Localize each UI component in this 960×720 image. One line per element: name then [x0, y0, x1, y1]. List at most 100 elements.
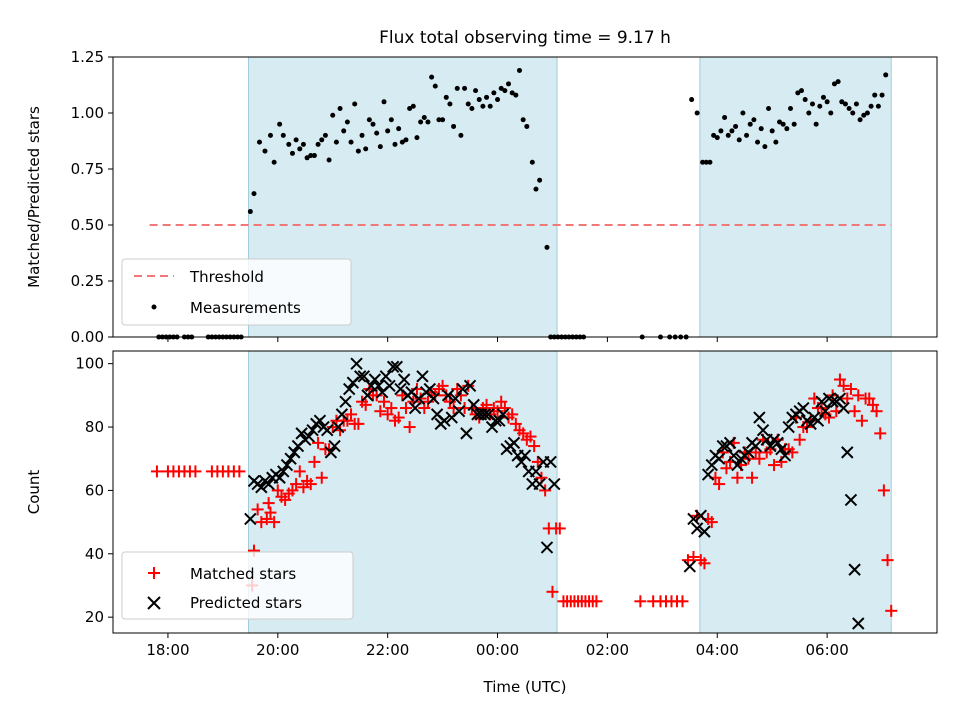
measurement-point [846, 106, 852, 112]
legend-threshold-label: Threshold [189, 268, 264, 286]
measurement-point [267, 132, 273, 138]
predicted-star-point [815, 395, 828, 408]
predicted-star-point [386, 360, 400, 374]
predicted-star-point [844, 493, 858, 507]
predicted-star-point [339, 395, 352, 408]
predicted-star-point [548, 477, 561, 491]
predicted-star-point [438, 414, 451, 427]
predicted-star-point [712, 452, 726, 465]
predicted-star-point [353, 370, 367, 383]
measurement-point [806, 110, 812, 116]
measurement-point [766, 106, 772, 112]
predicted-star-point [529, 465, 543, 478]
matched-star-point [528, 440, 541, 453]
measurement-point [451, 123, 457, 129]
predicted-star-point [324, 446, 338, 459]
measurement-point [875, 103, 881, 109]
legend-top: Threshold Measurements [121, 258, 352, 326]
measurement-point [722, 114, 728, 120]
y-tick-label: 1.25 [71, 48, 104, 66]
predicted-star-point [262, 477, 275, 491]
matched-star-point [866, 398, 879, 411]
measurement-point [707, 159, 713, 165]
measurement-point [835, 79, 841, 85]
y-tick-label: 60 [85, 481, 104, 499]
measurement-point [286, 141, 292, 147]
matched-star-point [634, 595, 647, 608]
predicted-star-point [515, 455, 528, 469]
matched-star-point [687, 550, 700, 563]
predicted-star-point [756, 424, 770, 437]
measurement-point [359, 132, 365, 138]
matched-star-point [746, 471, 759, 484]
predicted-star-point [540, 541, 554, 554]
measurement-point [465, 101, 471, 107]
legend-measurements-label: Measurements [190, 299, 301, 317]
predicted-star-point [518, 449, 532, 462]
matched-star-point [378, 395, 391, 408]
measurement-point [476, 97, 482, 103]
measurement-point [751, 117, 757, 123]
count-panel: 20 40 60 80 100 18:00 20:00 22:00 00:00 02:00 04:… [25, 350, 938, 696]
legend-box-bottom [121, 551, 354, 620]
matched-star-point [304, 478, 317, 491]
predicted-star-point [753, 411, 766, 424]
matched-star-point [553, 522, 566, 535]
measurement-point [524, 123, 530, 129]
measurement-point [817, 103, 823, 109]
matched-star-point [392, 411, 405, 424]
matched-star-point [749, 446, 762, 459]
matched-star-point [262, 497, 275, 510]
measurement-point [447, 101, 453, 107]
measurement-point [714, 135, 720, 141]
measurement-point [495, 97, 501, 103]
measurement-point [443, 94, 449, 100]
measurement-point [788, 106, 794, 112]
matched-star-point [793, 433, 806, 446]
predicted-star-point [694, 509, 707, 522]
predicted-star-point [701, 468, 715, 481]
predicted-star-point [343, 382, 356, 396]
matched-star-point [251, 503, 264, 516]
measurement-point [326, 157, 332, 163]
matched-star-point [326, 421, 339, 434]
measurement-point [824, 99, 830, 105]
measurement-point [308, 153, 314, 159]
predicted-star-point [848, 563, 861, 576]
matched-star-point [451, 383, 464, 396]
measurement-point [297, 146, 303, 152]
axes-frame-bottom [112, 350, 938, 634]
predicted-star-point [833, 392, 847, 405]
matched-star-point [381, 408, 394, 421]
measurement-point [828, 110, 834, 116]
predicted-star-point [841, 446, 854, 459]
measurement-point [747, 121, 753, 127]
predicted-star-point [306, 424, 319, 437]
predicted-star-point [335, 408, 349, 421]
measurement-point [333, 139, 339, 145]
matched-star-point [852, 389, 865, 402]
measurement-point [399, 139, 405, 145]
x-axis-ticks-top [167, 337, 828, 342]
measurement-point [809, 101, 815, 107]
predicted-star-point [441, 389, 455, 402]
predicted-star-point [460, 427, 473, 440]
matched-star-point [877, 484, 890, 497]
measurement-point [377, 144, 383, 150]
measurement-point [330, 112, 336, 118]
measurement-point [473, 88, 479, 94]
predicted-star-point [449, 392, 462, 405]
predicted-star-point [837, 401, 850, 415]
matched-star-point [484, 408, 497, 421]
matched-star-point [848, 405, 861, 418]
measurement-point [491, 90, 497, 96]
measurement-point [506, 81, 512, 87]
matched-star-point [863, 392, 876, 405]
predicted-star-point [295, 427, 308, 440]
predicted-star-point [493, 414, 506, 427]
matched-star-point [290, 478, 303, 491]
measurement-point [304, 155, 310, 161]
measurement-point [337, 106, 343, 112]
matched-star-point [359, 398, 372, 411]
matched-star-point [531, 455, 544, 468]
